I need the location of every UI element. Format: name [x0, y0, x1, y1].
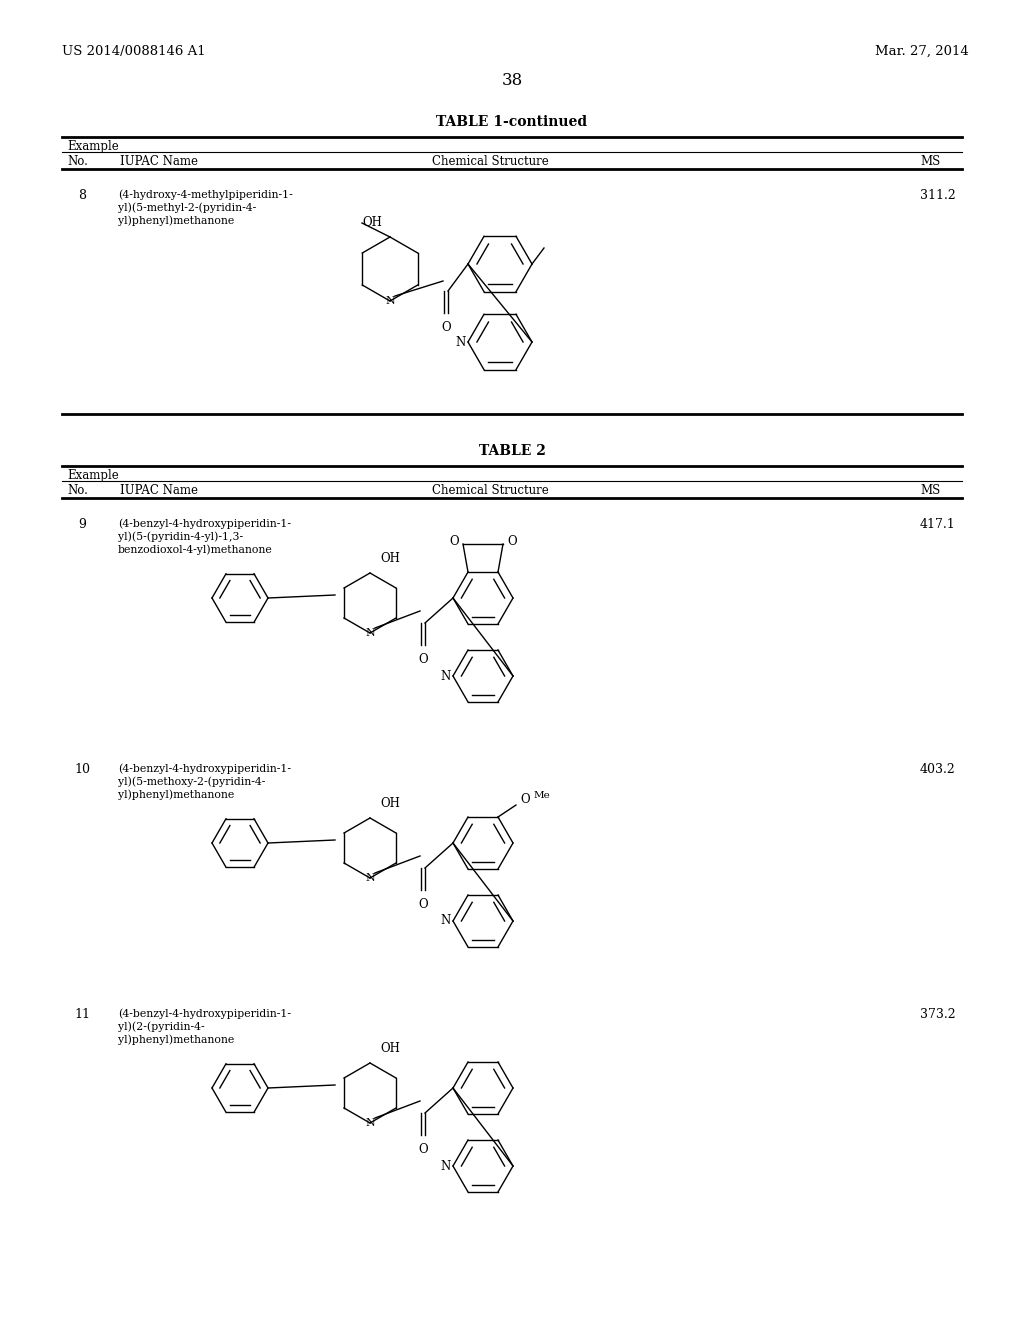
Text: MS: MS	[920, 154, 940, 168]
Text: O: O	[418, 653, 428, 667]
Text: IUPAC Name: IUPAC Name	[120, 154, 198, 168]
Text: N: N	[366, 1118, 375, 1129]
Text: TABLE 1-continued: TABLE 1-continued	[436, 115, 588, 129]
Text: 8: 8	[78, 189, 86, 202]
Text: OH: OH	[380, 1041, 400, 1055]
Text: O: O	[450, 535, 459, 548]
Text: yl)(5-(pyridin-4-yl)-1,3-: yl)(5-(pyridin-4-yl)-1,3-	[118, 531, 243, 541]
Text: yl)phenyl)methanone: yl)phenyl)methanone	[118, 215, 234, 226]
Text: 9: 9	[78, 517, 86, 531]
Text: US 2014/0088146 A1: US 2014/0088146 A1	[62, 45, 206, 58]
Text: 10: 10	[74, 763, 90, 776]
Text: Chemical Structure: Chemical Structure	[432, 484, 549, 498]
Text: yl)phenyl)methanone: yl)phenyl)methanone	[118, 1034, 234, 1044]
Text: OH: OH	[362, 216, 382, 228]
Text: O: O	[507, 535, 517, 548]
Text: N: N	[366, 873, 375, 883]
Text: (4-benzyl-4-hydroxypiperidin-1-: (4-benzyl-4-hydroxypiperidin-1-	[118, 517, 291, 528]
Text: Chemical Structure: Chemical Structure	[432, 154, 549, 168]
Text: (4-benzyl-4-hydroxypiperidin-1-: (4-benzyl-4-hydroxypiperidin-1-	[118, 1008, 291, 1019]
Text: MS: MS	[920, 484, 940, 498]
Text: 417.1: 417.1	[920, 517, 955, 531]
Text: No.: No.	[67, 484, 88, 498]
Text: yl)(2-(pyridin-4-: yl)(2-(pyridin-4-	[118, 1020, 205, 1031]
Text: yl)(5-methoxy-2-(pyridin-4-: yl)(5-methoxy-2-(pyridin-4-	[118, 776, 265, 787]
Text: O: O	[441, 321, 451, 334]
Text: O: O	[418, 1143, 428, 1156]
Text: OH: OH	[380, 552, 400, 565]
Text: Example: Example	[67, 469, 119, 482]
Text: 373.2: 373.2	[920, 1008, 955, 1020]
Text: TABLE 2: TABLE 2	[478, 444, 546, 458]
Text: O: O	[418, 898, 428, 911]
Text: Me: Me	[534, 791, 551, 800]
Text: (4-benzyl-4-hydroxypiperidin-1-: (4-benzyl-4-hydroxypiperidin-1-	[118, 763, 291, 774]
Text: 38: 38	[502, 73, 522, 88]
Text: 403.2: 403.2	[920, 763, 955, 776]
Text: 311.2: 311.2	[920, 189, 955, 202]
Text: 11: 11	[74, 1008, 90, 1020]
Text: (4-hydroxy-4-methylpiperidin-1-: (4-hydroxy-4-methylpiperidin-1-	[118, 189, 293, 199]
Text: N: N	[456, 335, 466, 348]
Text: yl)(5-methyl-2-(pyridin-4-: yl)(5-methyl-2-(pyridin-4-	[118, 202, 256, 213]
Text: N: N	[385, 296, 395, 306]
Text: N: N	[441, 1159, 452, 1172]
Text: Mar. 27, 2014: Mar. 27, 2014	[874, 45, 969, 58]
Text: No.: No.	[67, 154, 88, 168]
Text: yl)phenyl)methanone: yl)phenyl)methanone	[118, 789, 234, 800]
Text: N: N	[366, 628, 375, 638]
Text: N: N	[441, 669, 452, 682]
Text: Example: Example	[67, 140, 119, 153]
Text: IUPAC Name: IUPAC Name	[120, 484, 198, 498]
Text: OH: OH	[380, 797, 400, 810]
Text: N: N	[441, 915, 452, 928]
Text: benzodioxol-4-yl)methanone: benzodioxol-4-yl)methanone	[118, 544, 272, 554]
Text: O: O	[520, 792, 529, 805]
